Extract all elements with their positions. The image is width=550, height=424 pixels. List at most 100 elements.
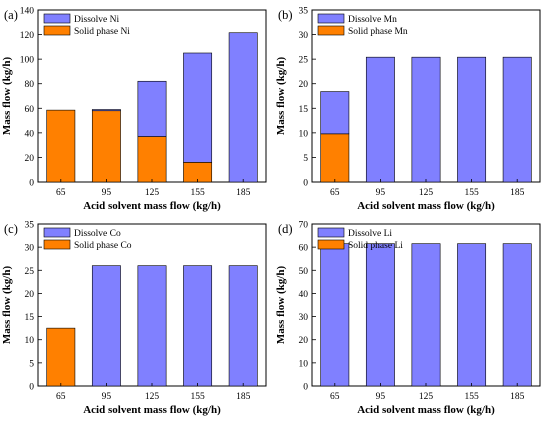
x-tick-label: 155 (190, 188, 205, 198)
bar-solid-phase (46, 109, 76, 183)
y-tick-label: 0 (303, 383, 308, 393)
bar-dissolved (91, 265, 121, 387)
chart-panel-d: 65 95 125 155 185 0 10 20 30 40 50 60 70 Acid solvent… (275, 221, 541, 416)
x-tick-label: 125 (419, 188, 434, 198)
y-tick-label: 20 (299, 336, 309, 346)
bar-dissolved (320, 91, 350, 135)
x-tick-label: 185 (510, 188, 525, 198)
y-tick-label: 20 (25, 290, 35, 300)
legend-swatch-dissolved (317, 13, 345, 24)
bar-dissolved (183, 265, 213, 387)
bar-dissolved (228, 32, 258, 183)
bar-dissolved (457, 56, 487, 183)
y-axis-title: Mass flow (kg/h) (1, 57, 13, 136)
panel-label: (c) (4, 222, 18, 236)
y-tick-label: 80 (25, 80, 35, 90)
chart-panel-c: 65 95 125 155 185 0 5 10 15 20 25 30 35 Acid solvent … (1, 221, 267, 416)
y-tick-label: 30 (299, 313, 309, 323)
bar-dissolved (137, 265, 167, 387)
y-tick-label: 20 (25, 154, 35, 164)
x-tick-label: 65 (330, 392, 340, 402)
bar-dissolved (228, 265, 258, 387)
legend-swatch-dissolved (43, 227, 71, 238)
legend-swatch-solid (43, 239, 71, 250)
y-tick-label: 30 (299, 31, 309, 41)
x-tick-label: 125 (419, 392, 434, 402)
x-tick-label: 125 (145, 392, 160, 402)
y-tick-label: 40 (25, 129, 35, 139)
legend-label: Dissolve Co (74, 229, 121, 239)
y-tick-label: 0 (29, 179, 34, 189)
y-tick-label: 10 (299, 129, 309, 139)
y-tick-label: 35 (25, 221, 35, 231)
legend-swatch-dissolved (317, 227, 345, 238)
y-tick-label: 5 (303, 154, 308, 164)
legend-swatch-solid (317, 239, 345, 250)
legend-label: Dissolve Mn (348, 15, 397, 25)
panel-label: (b) (278, 8, 293, 22)
bar-dissolved (365, 243, 395, 387)
panel-label: (a) (4, 8, 18, 22)
legend-swatch-dissolved (43, 13, 71, 24)
y-tick-label: 25 (299, 56, 309, 66)
x-axis-title: Acid solvent mass flow (kg/h) (357, 404, 495, 416)
x-tick-label: 155 (464, 392, 479, 402)
legend-swatch-solid (43, 25, 71, 36)
x-tick-label: 65 (56, 392, 66, 402)
y-tick-label: 60 (299, 244, 309, 254)
bar-solid-phase (46, 327, 76, 387)
legend-label: Solid phase Co (74, 241, 132, 251)
bar-dissolved (183, 52, 213, 163)
x-tick-label: 65 (56, 188, 66, 198)
y-tick-label: 70 (299, 221, 309, 231)
x-tick-label: 155 (190, 392, 205, 402)
x-axis-title: Acid solvent mass flow (kg/h) (83, 200, 221, 212)
panel-label: (d) (278, 222, 293, 236)
bar-dissolved (502, 56, 532, 183)
x-tick-label: 65 (330, 188, 340, 198)
y-tick-label: 15 (299, 105, 309, 115)
x-tick-label: 185 (510, 392, 525, 402)
y-tick-label: 100 (20, 56, 35, 66)
y-tick-label: 20 (299, 80, 309, 90)
bar-solid-phase (137, 136, 167, 183)
legend-label: Dissolve Ni (74, 15, 119, 25)
bar-dissolved (411, 243, 441, 387)
x-tick-label: 125 (145, 188, 160, 198)
y-tick-label: 50 (299, 267, 309, 277)
y-tick-label: 0 (303, 179, 308, 189)
x-axis-title: Acid solvent mass flow (kg/h) (357, 200, 495, 212)
bar-dissolved (411, 56, 441, 183)
x-axis-title: Acid solvent mass flow (kg/h) (83, 404, 221, 416)
x-tick-label: 185 (236, 392, 251, 402)
x-tick-label: 95 (376, 188, 386, 198)
legend-label: Solid phase Li (348, 241, 403, 251)
x-tick-label: 185 (236, 188, 251, 198)
bar-dissolved (320, 243, 350, 387)
bar-dissolved (91, 109, 121, 112)
chart-panel-a: 65 95 125 155 185 0 20 40 60 80 100 120 140 Acid solv… (1, 7, 267, 212)
bar-dissolved (365, 56, 395, 183)
y-tick-label: 30 (25, 244, 35, 254)
y-axis-title: Mass flow (kg/h) (1, 266, 13, 345)
x-tick-label: 95 (376, 392, 386, 402)
x-tick-label: 155 (464, 188, 479, 198)
y-tick-label: 15 (25, 313, 35, 323)
y-tick-label: 25 (25, 267, 35, 277)
y-tick-label: 40 (299, 290, 309, 300)
y-axis-title: Mass flow (kg/h) (275, 266, 287, 345)
y-tick-label: 0 (29, 383, 34, 393)
y-tick-label: 5 (29, 359, 34, 369)
x-tick-label: 95 (102, 188, 112, 198)
bar-dissolved (137, 80, 167, 137)
y-tick-label: 35 (299, 7, 309, 17)
chart-panel-b: 65 95 125 155 185 0 5 10 15 20 25 30 35 Acid solvent … (275, 7, 541, 212)
y-tick-label: 140 (20, 7, 35, 17)
y-tick-label: 10 (299, 359, 309, 369)
y-tick-label: 60 (25, 105, 35, 115)
bar-dissolved (502, 243, 532, 387)
bar-solid-phase (91, 110, 121, 183)
legend-label: Dissolve Li (348, 229, 392, 239)
legend-label: Solid phase Mn (348, 27, 408, 37)
